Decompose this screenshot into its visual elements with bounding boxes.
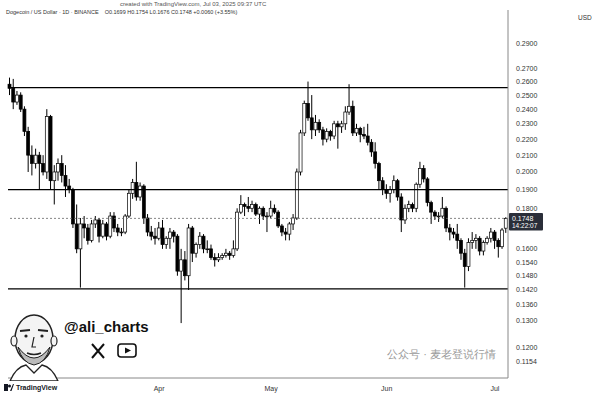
svg-text:14:22:07: 14:22:07 xyxy=(512,222,538,229)
svg-text:0.1800: 0.1800 xyxy=(516,205,538,212)
html-text:O0.1699 H0.1754 L0.1676 C0.174: O0.1699 H0.1754 L0.1676 C0.1748 +0.0060 … xyxy=(104,9,238,15)
svg-text:0.1200: 0.1200 xyxy=(516,344,538,351)
svg-text:0.1420: 0.1420 xyxy=(516,286,538,293)
svg-text:0.2900: 0.2900 xyxy=(516,40,538,47)
svg-text:0.1360: 0.1360 xyxy=(516,301,538,308)
svg-text:0.1300: 0.1300 xyxy=(516,317,538,324)
svg-text:0.1600: 0.1600 xyxy=(516,245,538,252)
html-text:@ali_charts: @ali_charts xyxy=(64,318,149,335)
svg-text:0.1900: 0.1900 xyxy=(516,186,538,193)
html-text:USD: USD xyxy=(578,14,592,21)
svg-text:0.1540: 0.1540 xyxy=(516,259,538,266)
html-text:公众号 · 麦老登说行情: 公众号 · 麦老登说行情 xyxy=(387,348,496,360)
svg-text:0.2100: 0.2100 xyxy=(516,152,538,159)
svg-text:Jun: Jun xyxy=(381,385,392,392)
svg-text:Jul: Jul xyxy=(490,385,499,392)
svg-text:0.2200: 0.2200 xyxy=(516,136,538,143)
html-text:TradingView: TradingView xyxy=(16,384,58,391)
svg-text:0.2700: 0.2700 xyxy=(516,65,538,72)
svg-text:Apr: Apr xyxy=(154,385,166,393)
html-text:Dogecoin / US Dollar · 1D · BI: Dogecoin / US Dollar · 1D · BINANCE xyxy=(6,9,99,15)
html-text:created with TradingView.com,: created with TradingView.com, Jul 03, 20… xyxy=(120,1,267,7)
svg-text:0.2600: 0.2600 xyxy=(516,78,538,85)
svg-text:0.2400: 0.2400 xyxy=(516,106,538,113)
svg-text:0.2500: 0.2500 xyxy=(516,92,538,99)
svg-text:0.1748: 0.1748 xyxy=(512,215,534,222)
svg-text:0.2000: 0.2000 xyxy=(516,168,538,175)
svg-text:0.1154: 0.1154 xyxy=(516,358,537,365)
svg-text:May: May xyxy=(264,385,278,393)
svg-text:0.2300: 0.2300 xyxy=(516,120,538,127)
svg-text:0.1480: 0.1480 xyxy=(516,272,538,279)
